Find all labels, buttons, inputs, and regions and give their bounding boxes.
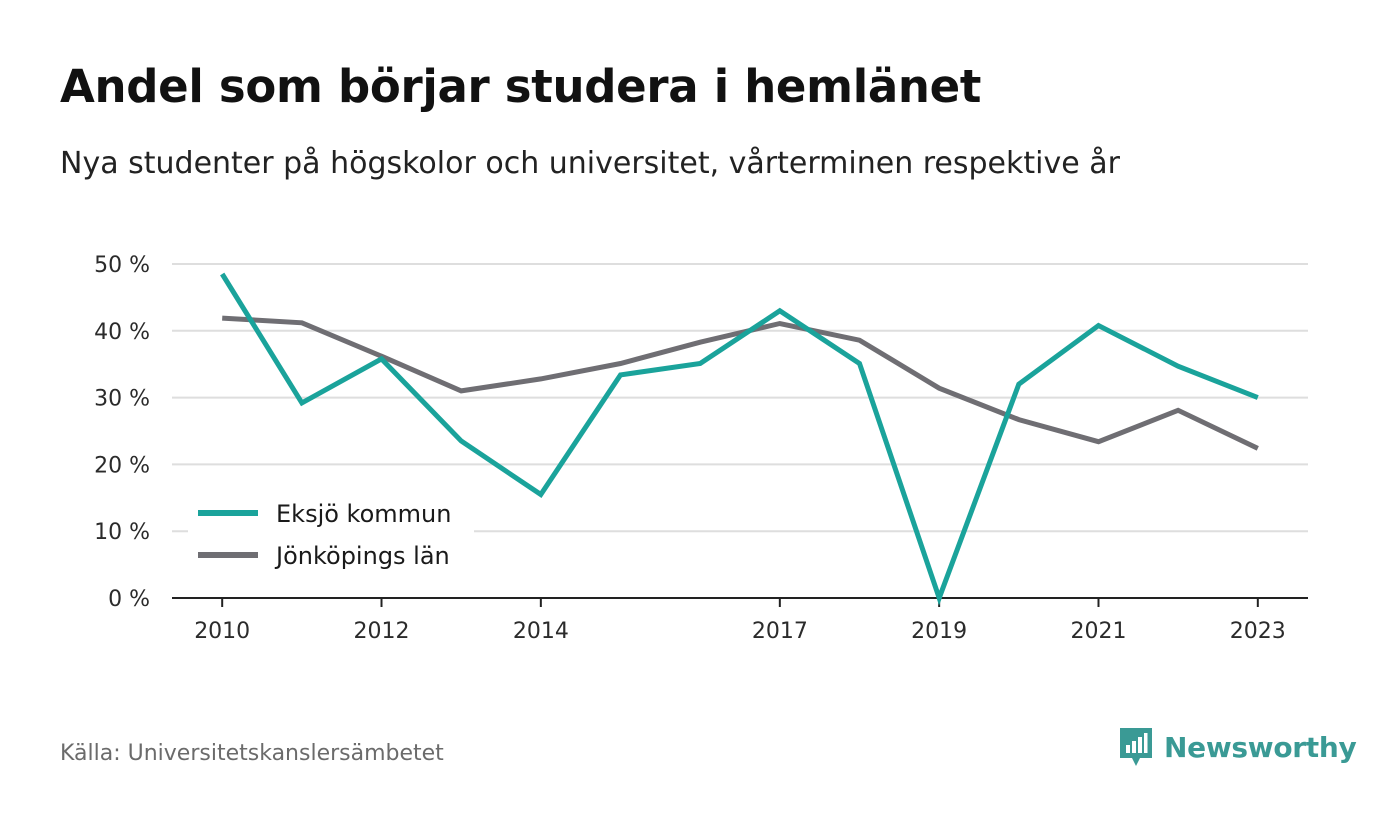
- series-line-0: [220, 272, 1259, 606]
- chart-subtitle: Nya studenter på högskolor och universit…: [60, 146, 1120, 181]
- chart-title: Andel som börjar studera i hemlänet: [60, 60, 982, 113]
- x-tick-label: 2014: [513, 619, 569, 644]
- source-note: Källa: Universitetskanslersämbetet: [60, 741, 444, 766]
- newsworthy-logo-icon: [1120, 728, 1152, 766]
- y-tick-label: 50 %: [94, 253, 150, 278]
- series-line-1: [222, 315, 1259, 451]
- x-tick-label: 2019: [911, 619, 967, 644]
- x-tick-label: 2017: [752, 619, 808, 644]
- y-tick-label: 20 %: [94, 453, 150, 478]
- y-tick-label: 40 %: [94, 320, 150, 345]
- y-tick-label: 0 %: [108, 587, 150, 612]
- x-tick-label: 2021: [1070, 619, 1126, 644]
- brand[interactable]: Newsworthy: [1118, 726, 1357, 768]
- brand-name: Newsworthy: [1164, 730, 1357, 764]
- x-tick-label: 2023: [1230, 619, 1286, 644]
- legend-background: [188, 492, 474, 582]
- y-tick-label: 30 %: [94, 387, 150, 412]
- x-tick-label: 2012: [354, 619, 410, 644]
- y-tick-label: 10 %: [94, 520, 150, 545]
- legend-label: Eksjö kommun: [276, 500, 451, 528]
- legend-label: Jönköpings län: [274, 542, 450, 570]
- x-tick-label: 2010: [194, 619, 250, 644]
